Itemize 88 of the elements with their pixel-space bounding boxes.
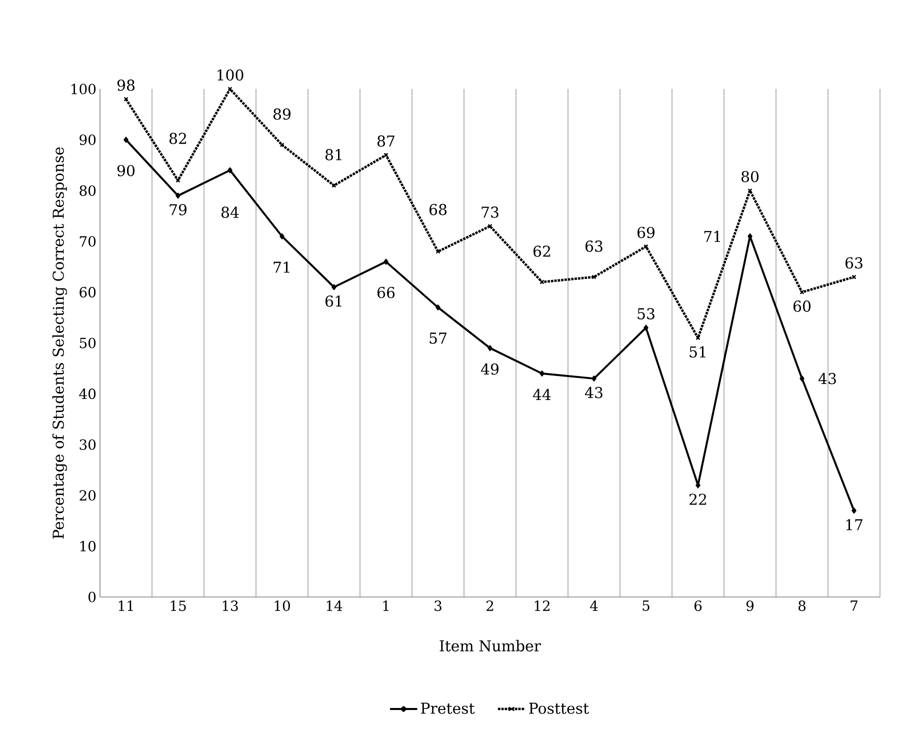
x-tick-label: 4 xyxy=(590,600,598,611)
point xyxy=(176,178,180,183)
point xyxy=(592,274,596,280)
data-label: 51 xyxy=(690,346,706,358)
point xyxy=(332,284,336,290)
point xyxy=(384,258,388,265)
data-label: 90 xyxy=(117,164,135,176)
x-tick-label: 14 xyxy=(326,600,342,611)
point xyxy=(436,249,440,254)
data-label: 43 xyxy=(584,386,602,398)
y-tick-label: 60 xyxy=(80,286,96,298)
x-tick-label: 2 xyxy=(486,600,494,611)
data-label: 22 xyxy=(690,494,706,505)
x-tick-label: 15 xyxy=(170,600,186,612)
x-tick-label: 1 xyxy=(383,600,388,611)
point xyxy=(280,233,284,240)
point xyxy=(488,224,492,228)
point xyxy=(384,152,388,158)
data-label: 80 xyxy=(742,170,759,182)
point xyxy=(124,96,128,102)
data-label: 60 xyxy=(794,300,811,312)
point xyxy=(644,324,648,331)
data-label: 49 xyxy=(480,363,498,375)
y-tick-label: 90 xyxy=(80,134,96,146)
data-label: 44 xyxy=(532,388,551,400)
point xyxy=(748,188,752,193)
x-tick-label: 10 xyxy=(274,600,290,612)
point xyxy=(852,508,856,514)
data-label: 98 xyxy=(117,80,134,91)
point xyxy=(228,167,232,174)
y-tick-label: 50 xyxy=(80,338,96,348)
data-label: 81 xyxy=(325,149,342,160)
y-tick-label: 100 xyxy=(72,84,96,94)
x-tick-label: 12 xyxy=(534,600,550,611)
data-label: 87 xyxy=(377,135,394,147)
data-label: 100 xyxy=(218,69,244,81)
data-label: 89 xyxy=(273,108,290,120)
x-tick-label: 6 xyxy=(694,600,702,612)
point xyxy=(488,345,492,352)
point xyxy=(540,370,544,376)
x-tick-label: 13 xyxy=(222,600,238,612)
point xyxy=(124,136,128,143)
point xyxy=(852,274,856,280)
x-tick-label: 9 xyxy=(746,600,754,612)
data-label: 79 xyxy=(170,204,186,216)
data-label: 63 xyxy=(586,240,602,252)
point xyxy=(800,376,804,382)
y-tick-label: 20 xyxy=(80,490,96,501)
x-tick-label: 7 xyxy=(850,600,858,611)
x-tick-label: 8 xyxy=(798,600,806,612)
point xyxy=(644,244,648,249)
data-label: 61 xyxy=(325,295,342,307)
legend-label: Pretest xyxy=(421,702,475,714)
y-tick-label: 0 xyxy=(88,592,96,602)
data-label: 53 xyxy=(638,308,654,320)
point xyxy=(176,192,180,199)
point xyxy=(592,376,596,382)
point xyxy=(436,304,440,310)
data-label: 82 xyxy=(169,132,186,144)
data-label: 17 xyxy=(846,519,862,530)
y-tick-label: 70 xyxy=(80,236,96,247)
data-label: 73 xyxy=(482,206,498,218)
x-axis-title: Item Number xyxy=(440,640,542,652)
y-tick-label: 30 xyxy=(80,439,96,450)
data-label: 43 xyxy=(818,372,836,384)
point xyxy=(696,336,700,340)
data-label: 71 xyxy=(704,230,720,242)
data-label: 68 xyxy=(429,204,446,216)
x-tick-label: 5 xyxy=(642,600,650,611)
y-tick-label: 10 xyxy=(80,540,96,552)
data-label: 62 xyxy=(534,246,550,257)
point xyxy=(228,86,232,92)
point xyxy=(800,290,804,294)
data-label: 66 xyxy=(377,286,395,298)
legend-label: Posttest xyxy=(529,702,589,714)
x-tick-label: 3 xyxy=(434,600,442,612)
y-tick-label: 40 xyxy=(79,388,96,400)
y-tick-label: 80 xyxy=(80,185,96,196)
data-label: 63 xyxy=(846,257,862,269)
point xyxy=(280,142,284,148)
point xyxy=(540,280,544,284)
y-axis-title: Percentage of Students Selecting Correct Response xyxy=(52,147,68,539)
data-label: 57 xyxy=(430,332,446,344)
data-label: 84 xyxy=(221,206,239,218)
point xyxy=(332,183,336,188)
data-label: 71 xyxy=(274,262,290,273)
data-label: 69 xyxy=(638,226,655,238)
x-tick-label: 11 xyxy=(118,600,133,611)
